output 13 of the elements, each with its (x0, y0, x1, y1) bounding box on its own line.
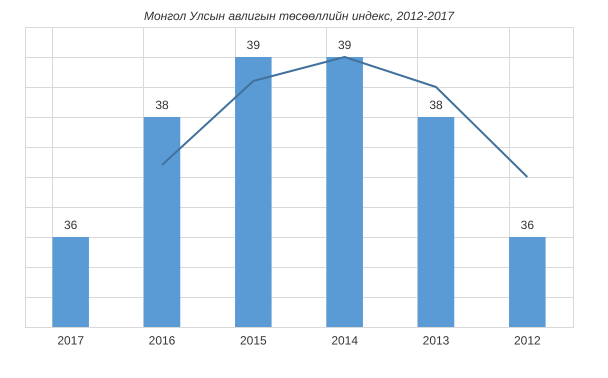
data-label: 38 (429, 98, 443, 112)
x-tick-label: 2013 (422, 334, 450, 348)
data-label: 39 (338, 38, 352, 52)
data-label: 38 (155, 98, 169, 112)
data-label: 36 (64, 218, 78, 232)
x-tick-label: 2015 (240, 334, 268, 348)
x-tick-label: 2016 (148, 334, 176, 348)
data-label: 39 (246, 38, 260, 52)
data-label: 36 (520, 218, 534, 232)
chart-title: Монгол Улсын авлигын төсөөллийн индекс, 2012-2017 (144, 9, 456, 23)
x-tick-label: 2014 (331, 334, 358, 348)
x-tick-label: 2012 (514, 334, 542, 348)
x-tick-label: 2017 (57, 334, 84, 348)
